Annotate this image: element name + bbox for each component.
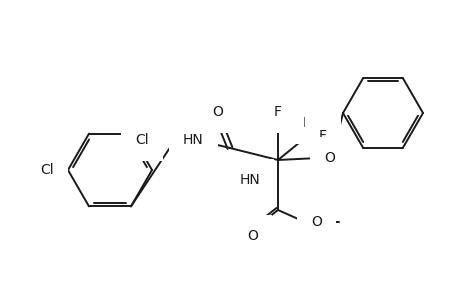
Text: F: F — [274, 105, 281, 119]
Text: HN: HN — [239, 173, 260, 187]
Text: F: F — [318, 129, 326, 143]
Text: O: O — [247, 229, 258, 243]
Text: O: O — [212, 105, 223, 119]
Text: Cl: Cl — [134, 133, 148, 147]
Text: O: O — [310, 215, 321, 229]
Text: Cl: Cl — [40, 163, 54, 177]
Text: HN: HN — [183, 133, 203, 147]
Text: F: F — [302, 116, 310, 130]
Text: O: O — [323, 151, 334, 165]
